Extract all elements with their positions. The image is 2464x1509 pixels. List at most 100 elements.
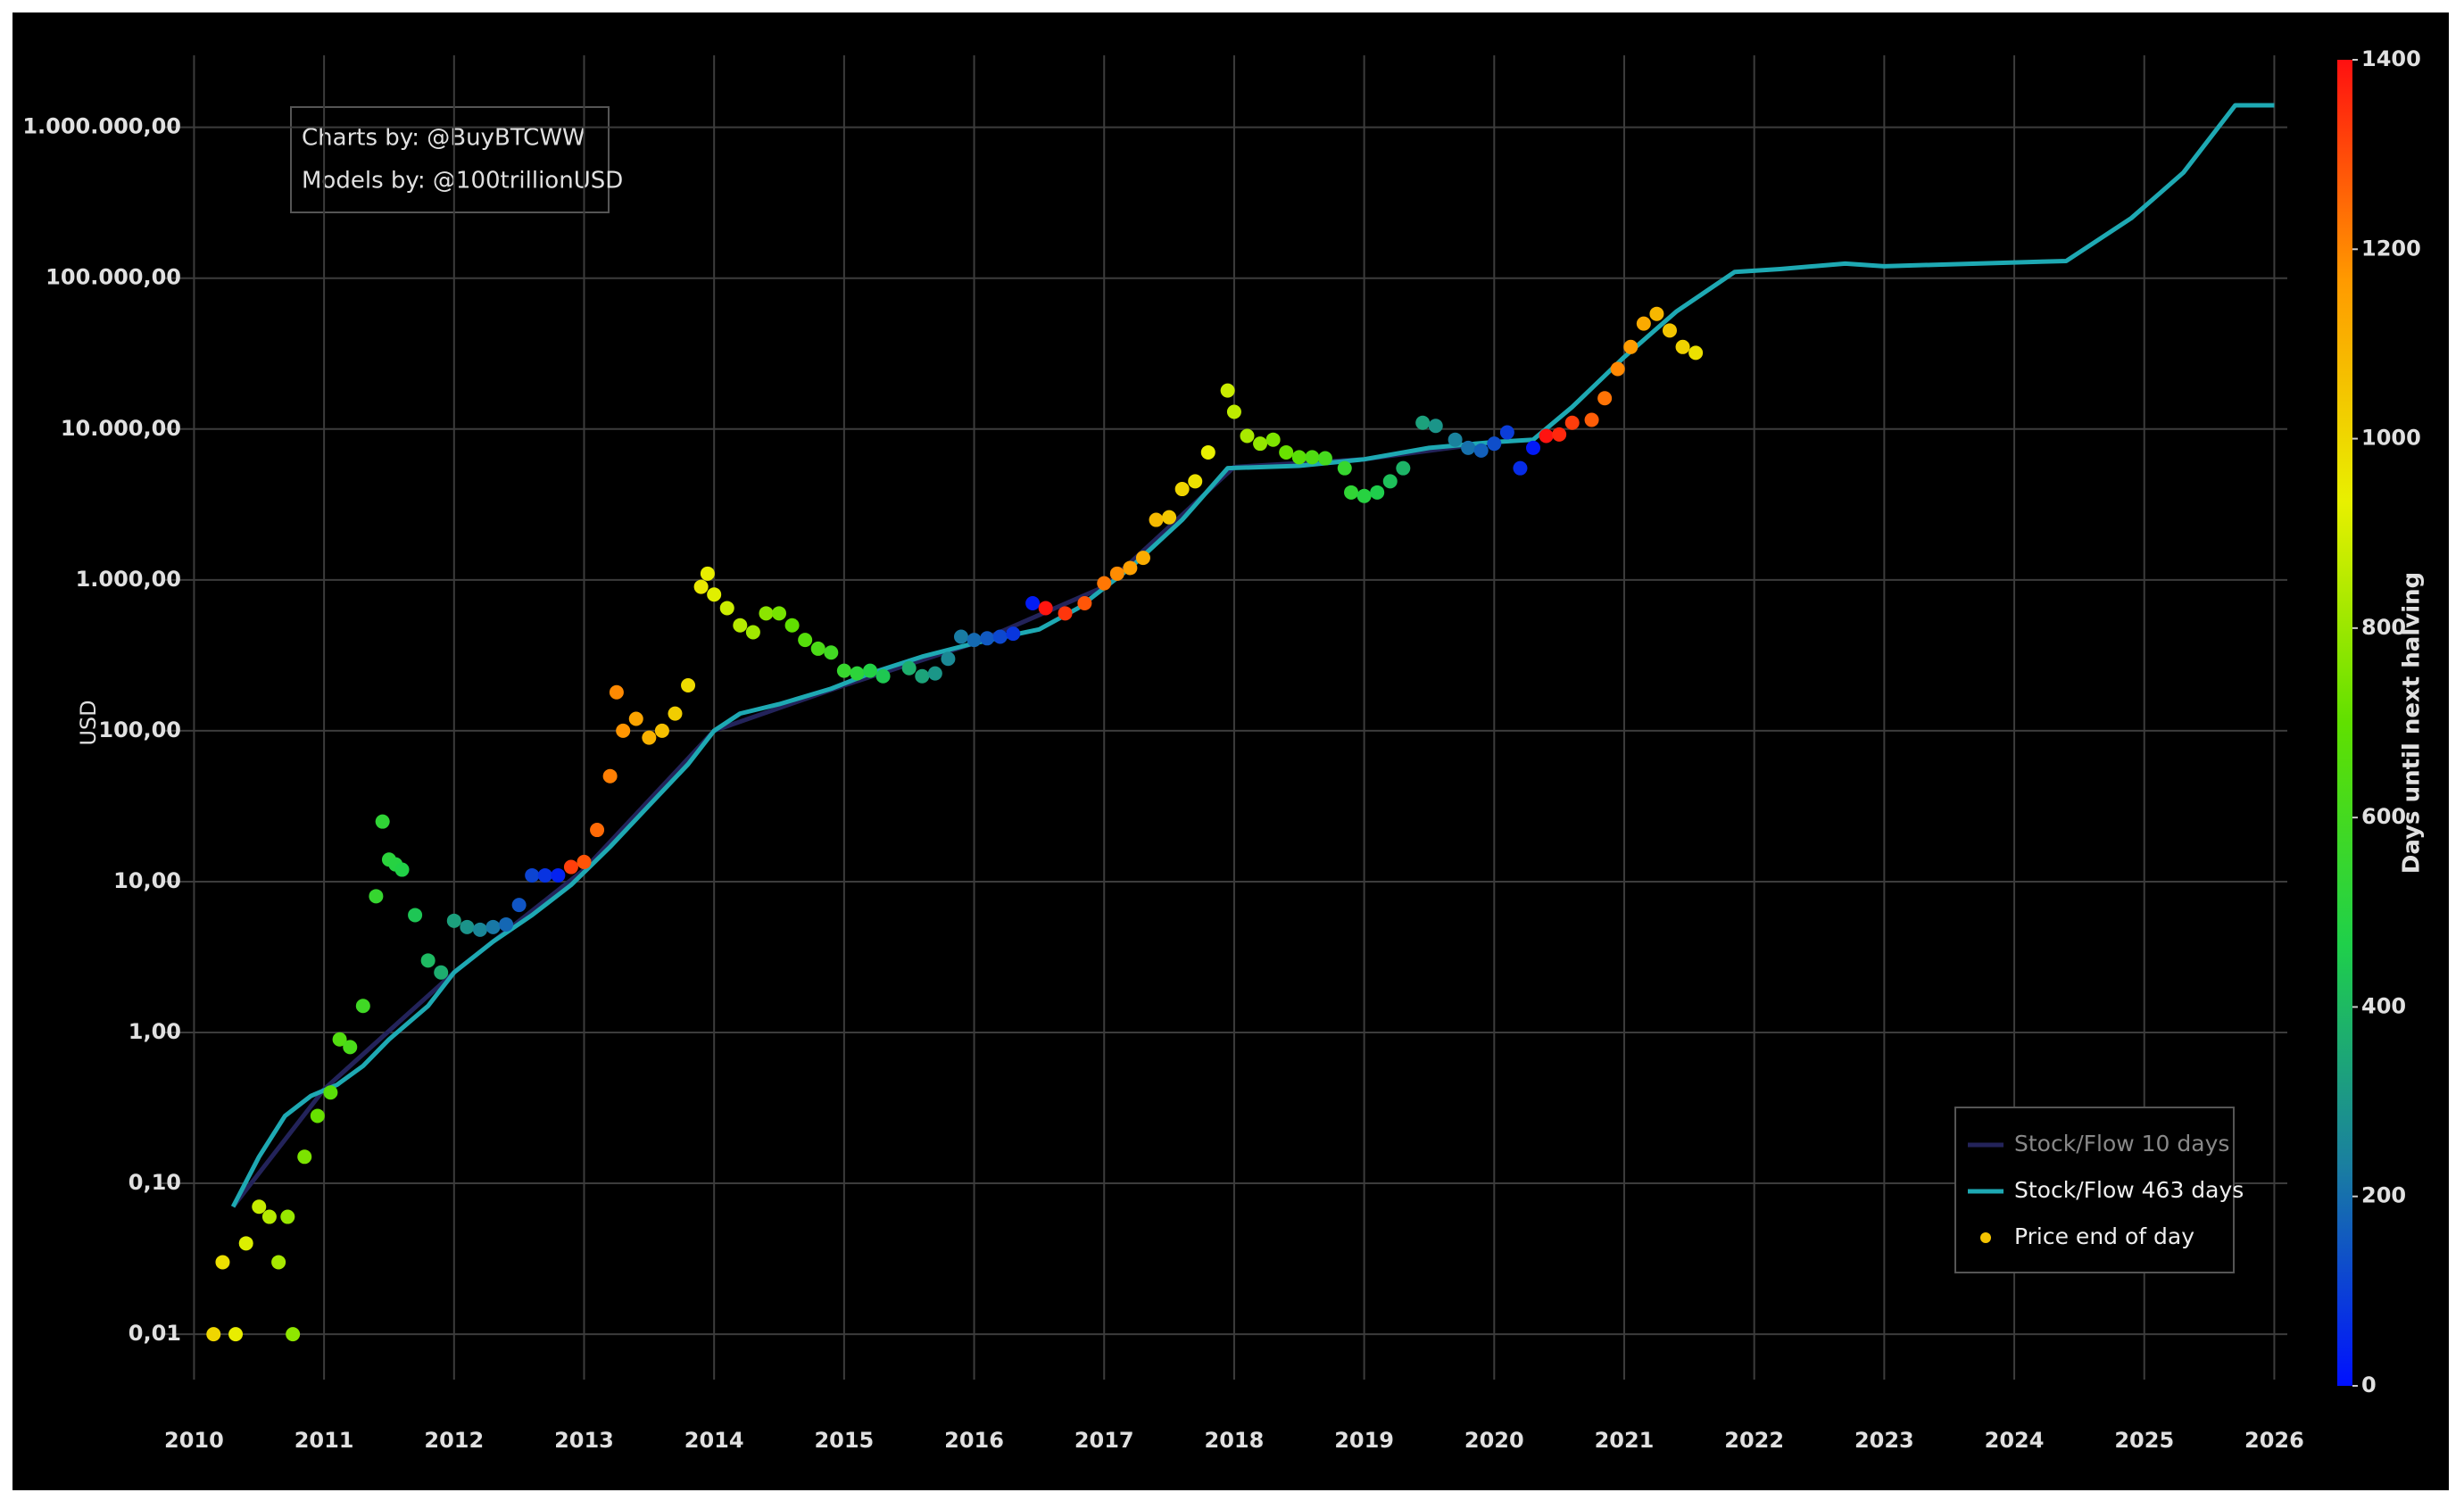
price-point <box>1636 316 1651 331</box>
price-point <box>1662 323 1677 338</box>
price-point <box>850 666 865 681</box>
colorbar-tick-label: 800 <box>2361 615 2406 640</box>
annotation: Models by: @100trillionUSD <box>302 168 623 195</box>
legend-label: Stock/Flow 463 days <box>2014 1177 2244 1203</box>
price-point <box>408 908 423 923</box>
price-point <box>1649 306 1664 321</box>
price-point <box>1623 339 1639 354</box>
y-tick-label: 100.000,00 <box>46 265 181 290</box>
colorbar-tick-label: 600 <box>2361 804 2406 829</box>
price-point <box>1220 383 1235 398</box>
price-point <box>1240 428 1255 444</box>
price-point <box>1675 339 1690 354</box>
price-point <box>590 823 605 838</box>
price-point <box>1597 391 1613 406</box>
price-point <box>215 1255 230 1270</box>
price-point <box>238 1236 253 1251</box>
price-point <box>1415 415 1431 430</box>
x-tick-label: 2021 <box>1595 1428 1655 1453</box>
price-point <box>343 1040 358 1055</box>
price-point <box>286 1327 301 1342</box>
price-point <box>1428 419 1443 434</box>
x-tick-label: 2026 <box>2244 1428 2304 1453</box>
price-point <box>1526 440 1541 455</box>
price-point <box>824 645 839 660</box>
x-tick-label: 2023 <box>1854 1428 1914 1453</box>
price-point <box>460 919 475 934</box>
annotation-box <box>290 106 610 213</box>
colorbar <box>2337 60 2352 1386</box>
price-point <box>681 677 696 692</box>
price-point <box>206 1327 221 1342</box>
price-point <box>261 1209 277 1224</box>
price-point <box>499 916 514 932</box>
price-point <box>642 730 657 745</box>
price-point <box>1305 450 1320 465</box>
price-point <box>1688 345 1704 361</box>
price-point <box>784 618 800 633</box>
annotation: Charts by: @BuyBTCWW <box>302 125 585 152</box>
price-point <box>1006 626 1021 642</box>
price-point <box>537 867 552 883</box>
x-tick-label: 2025 <box>2114 1428 2174 1453</box>
y-tick-label: 1,00 <box>129 1019 181 1044</box>
x-tick-label: 2013 <box>554 1428 614 1453</box>
price-point <box>745 625 760 640</box>
price-point <box>1162 510 1177 525</box>
price-point <box>836 663 851 678</box>
price-point <box>953 629 968 644</box>
price-point <box>1461 440 1476 455</box>
colorbar-tick-label: 1000 <box>2361 426 2421 451</box>
price-point <box>1123 560 1138 576</box>
price-point <box>446 913 461 928</box>
price-point <box>693 579 709 594</box>
price-point <box>355 999 370 1014</box>
x-tick-label: 2020 <box>1464 1428 1524 1453</box>
x-tick-label: 2017 <box>1074 1428 1134 1453</box>
legend-swatch <box>1980 1232 1991 1243</box>
price-point <box>1200 444 1215 460</box>
price-point <box>310 1108 325 1123</box>
price-point <box>1539 428 1554 444</box>
x-tick-label: 2022 <box>1724 1428 1784 1453</box>
price-point <box>1564 415 1580 430</box>
colorbar-tick-label: 0 <box>2361 1372 2377 1397</box>
y-tick-label: 100,00 <box>98 717 181 742</box>
price-point <box>332 1032 347 1047</box>
y-tick-label: 1.000.000,00 <box>22 114 181 139</box>
price-point <box>719 601 734 616</box>
price-point <box>1610 361 1625 377</box>
price-point <box>1382 474 1398 489</box>
price-point <box>1584 412 1599 427</box>
price-point <box>1279 444 1294 460</box>
price-point <box>1149 512 1164 527</box>
price-point <box>1109 566 1124 581</box>
price-point <box>525 867 540 883</box>
price-point <box>1291 450 1307 465</box>
price-point <box>1025 596 1041 611</box>
x-tick-label: 2010 <box>164 1428 224 1453</box>
price-point <box>228 1327 244 1342</box>
price-point <box>707 587 722 602</box>
y-axis-label: USD <box>76 700 101 745</box>
price-point <box>563 859 578 875</box>
colorbar-tick-label: 1200 <box>2361 236 2421 261</box>
price-point <box>1448 432 1463 447</box>
price-point <box>1499 425 1514 440</box>
y-tick-label: 0,01 <box>129 1321 181 1346</box>
price-point <box>1038 601 1053 616</box>
price-point <box>733 618 748 633</box>
price-point <box>1356 488 1372 503</box>
x-tick-label: 2019 <box>1334 1428 1394 1453</box>
price-point <box>1317 451 1332 466</box>
price-point <box>772 606 787 621</box>
price-point <box>280 1209 295 1224</box>
x-tick-label: 2016 <box>944 1428 1004 1453</box>
price-point <box>511 898 527 913</box>
price-point <box>1487 436 1502 452</box>
x-tick-label: 2011 <box>295 1428 354 1453</box>
x-tick-label: 2014 <box>684 1428 744 1453</box>
price-point <box>654 723 669 738</box>
